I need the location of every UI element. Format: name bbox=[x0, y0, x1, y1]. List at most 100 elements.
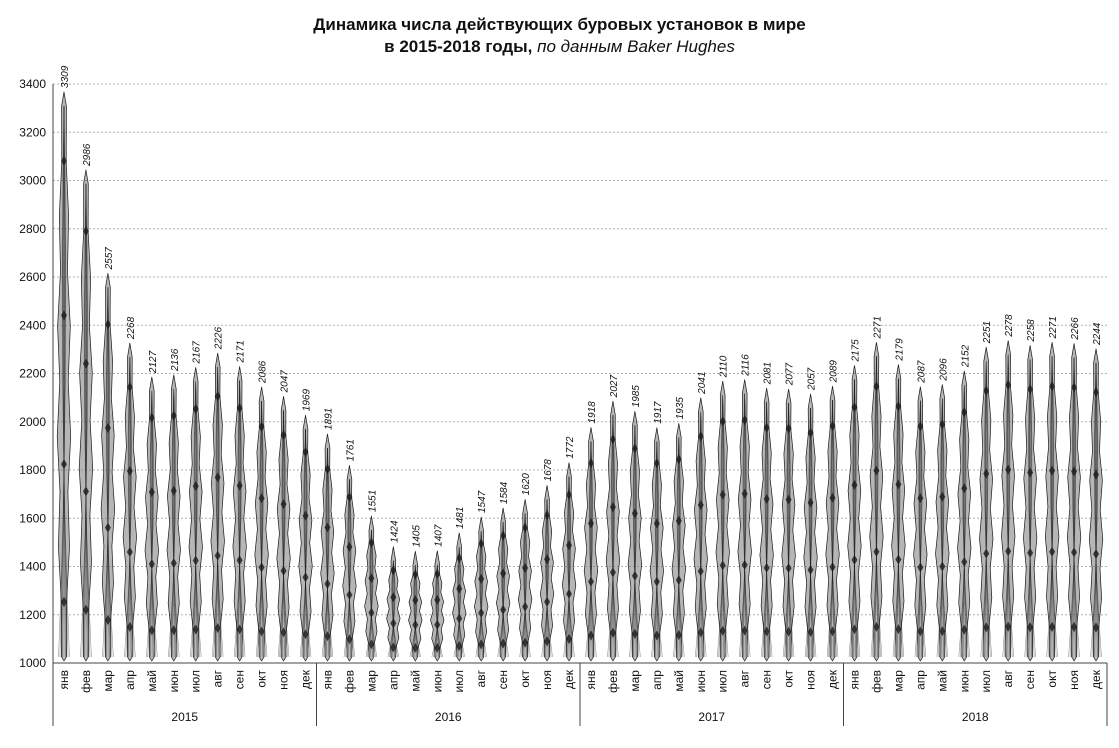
value-label: 1678 bbox=[543, 459, 554, 482]
bar bbox=[1001, 340, 1016, 662]
value-label: 1891 bbox=[323, 408, 334, 430]
bar bbox=[913, 386, 928, 662]
bar bbox=[254, 386, 269, 662]
value-label: 1772 bbox=[565, 436, 576, 459]
bar bbox=[144, 376, 159, 662]
x-tick-label: июн bbox=[430, 670, 444, 692]
year-label: 2018 bbox=[962, 710, 989, 724]
year-label: 2017 bbox=[698, 710, 725, 724]
value-label: 2136 bbox=[170, 348, 181, 372]
bar bbox=[693, 397, 708, 662]
x-tick-label: дек bbox=[562, 669, 576, 689]
x-tick-label: фев bbox=[869, 670, 883, 693]
value-label: 2152 bbox=[960, 344, 971, 368]
x-tick-label: май bbox=[408, 670, 422, 692]
bar bbox=[210, 352, 225, 662]
x-tick-label: дек bbox=[1089, 669, 1103, 689]
bar bbox=[649, 427, 664, 662]
x-tick-label: фев bbox=[342, 670, 356, 693]
x-tick-label: авг bbox=[738, 669, 752, 687]
bar bbox=[781, 388, 796, 662]
value-label: 1584 bbox=[499, 481, 510, 504]
value-label: 2251 bbox=[982, 321, 993, 344]
x-tick-label: дек bbox=[826, 669, 840, 689]
bar bbox=[342, 465, 357, 662]
x-tick-label: сен bbox=[233, 670, 247, 689]
x-tick-label: окт bbox=[782, 670, 796, 688]
x-tick-label: апр bbox=[123, 670, 137, 690]
y-tick-label: 3400 bbox=[19, 77, 46, 91]
bar bbox=[122, 342, 137, 662]
bar bbox=[891, 364, 906, 662]
value-label: 2057 bbox=[807, 367, 818, 391]
title-line-2: в 2015-2018 годы, по данным Baker Hughes bbox=[0, 36, 1119, 58]
x-tick-label: июл bbox=[979, 670, 993, 692]
x-tick-label: июн bbox=[694, 670, 708, 692]
value-label: 1481 bbox=[455, 507, 466, 529]
chart-title: Динамика числа действующих буровых устан… bbox=[0, 14, 1119, 58]
value-label: 1918 bbox=[587, 401, 598, 424]
x-tick-label: май bbox=[672, 670, 686, 692]
title-source: по данным Baker Hughes bbox=[537, 37, 735, 56]
value-label: 2077 bbox=[785, 362, 796, 386]
y-tick-label: 1800 bbox=[19, 463, 46, 477]
bar bbox=[1023, 345, 1038, 662]
y-tick-label: 2000 bbox=[19, 415, 46, 429]
x-tick-label: авг bbox=[1001, 669, 1015, 687]
bar bbox=[1066, 343, 1082, 662]
title-line-1: Динамика числа действующих буровых устан… bbox=[313, 15, 806, 34]
bar bbox=[474, 516, 489, 662]
bar bbox=[232, 366, 247, 662]
x-tick-label: май bbox=[935, 670, 949, 692]
x-tick-label: май bbox=[145, 670, 159, 692]
y-tick-label: 2600 bbox=[19, 270, 46, 284]
value-label: 2244 bbox=[1092, 322, 1103, 346]
x-tick-label: фев bbox=[606, 670, 620, 693]
bar bbox=[452, 532, 467, 662]
value-label: 1985 bbox=[631, 385, 642, 408]
x-tick-label: ноя bbox=[804, 670, 818, 690]
x-tick-label: июл bbox=[452, 670, 466, 692]
value-label: 2027 bbox=[609, 375, 620, 399]
value-label: 1424 bbox=[389, 520, 400, 543]
x-tick-label: фев bbox=[79, 670, 93, 693]
x-tick-label: мар bbox=[891, 670, 905, 692]
y-axis: 1000 1200 1400 1600 1800 2000 2200 2400 2600 2800… bbox=[19, 77, 54, 670]
y-tick-label: 1600 bbox=[19, 511, 46, 525]
x-tick-label: апр bbox=[913, 670, 927, 690]
bar bbox=[627, 411, 643, 662]
value-label: 2041 bbox=[697, 372, 708, 395]
value-label: 2278 bbox=[1004, 314, 1015, 338]
y-tick-label: 2400 bbox=[19, 318, 46, 332]
x-tick-label: июл bbox=[189, 670, 203, 692]
x-tick-label: июл bbox=[716, 670, 730, 692]
x-axis: янв фев мар апр май июн июл авг сен окт ноя дек янв ф… bbox=[52, 662, 1108, 726]
value-label: 1969 bbox=[302, 389, 313, 412]
bar bbox=[78, 169, 94, 662]
y-tick-label: 1200 bbox=[19, 608, 46, 622]
bar bbox=[496, 507, 511, 662]
value-label: 1761 bbox=[345, 439, 356, 461]
value-label: 2557 bbox=[104, 247, 115, 271]
bar bbox=[166, 374, 181, 662]
value-label: 2179 bbox=[894, 338, 905, 362]
bar bbox=[1088, 348, 1104, 662]
bar bbox=[759, 387, 774, 662]
bars-layer bbox=[56, 91, 1104, 662]
value-label: 2087 bbox=[916, 360, 927, 384]
x-tick-label: мар bbox=[101, 670, 115, 692]
value-label: 2268 bbox=[126, 316, 137, 340]
bar bbox=[298, 414, 313, 662]
value-label: 2096 bbox=[938, 358, 949, 382]
value-label: 2127 bbox=[148, 350, 159, 374]
bar bbox=[803, 393, 818, 662]
bar bbox=[935, 384, 950, 662]
x-tick-label: мар bbox=[364, 670, 378, 692]
value-label: 1547 bbox=[477, 490, 488, 513]
bar bbox=[825, 385, 840, 662]
bar bbox=[517, 499, 533, 662]
x-tick-label: апр bbox=[650, 670, 664, 690]
bar bbox=[605, 400, 621, 662]
value-label: 2167 bbox=[192, 341, 203, 365]
